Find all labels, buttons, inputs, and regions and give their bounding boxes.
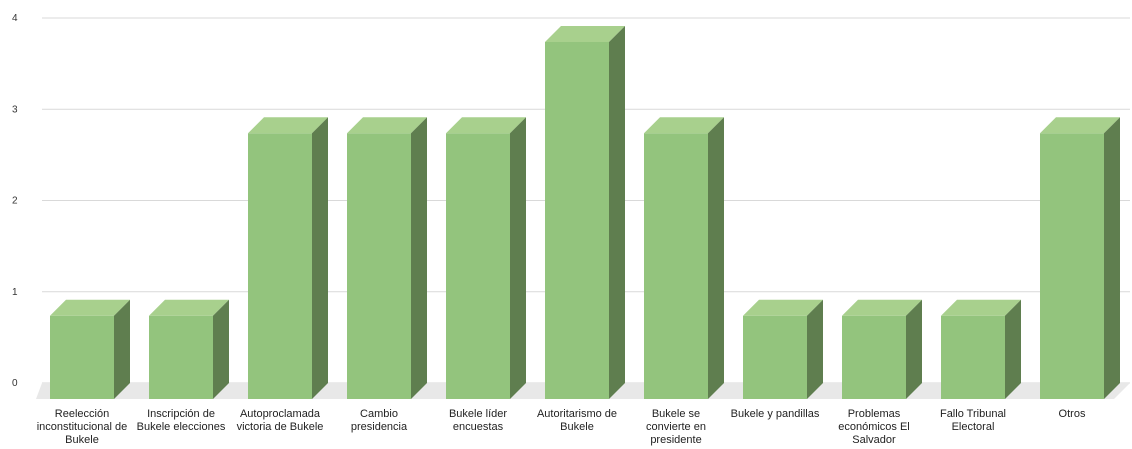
bar [50, 299, 130, 399]
bars [50, 26, 1120, 399]
bar-side [312, 117, 328, 399]
bar-side [708, 117, 724, 399]
bar-side [411, 117, 427, 399]
bar-front [446, 133, 510, 399]
bar-top [149, 299, 229, 316]
x-category-label: Inscripción de Bukele elecciones [136, 408, 226, 433]
bar [347, 117, 427, 399]
bar [1040, 117, 1120, 399]
bar [446, 117, 526, 399]
bar-side [1005, 299, 1021, 399]
bar-front [545, 42, 609, 399]
x-category-label: Autoritarismo de Bukele [536, 408, 618, 433]
bar-top [50, 299, 130, 316]
x-category-label: Problemas económicos El Salvador [838, 408, 910, 446]
bar [545, 26, 625, 399]
bar-top [446, 117, 526, 134]
bar-side [213, 299, 229, 399]
y-tick-label: 2 [12, 196, 18, 207]
y-tick-label: 3 [12, 104, 18, 115]
bar-front [941, 315, 1005, 399]
bar-top [743, 299, 823, 316]
x-category-label: Cambio presidencia [350, 408, 408, 433]
bar [743, 299, 823, 399]
bar-top [248, 117, 328, 134]
bar-front [347, 133, 411, 399]
x-category-label: Otros [1058, 408, 1086, 420]
x-category-label: Autoproclamada victoria de Bukele [236, 408, 324, 433]
bar-top [1040, 117, 1120, 134]
bar-side [1104, 117, 1120, 399]
bar-top [842, 299, 922, 316]
y-tick-label: 1 [12, 287, 18, 298]
bar-front [248, 133, 312, 399]
bar [644, 117, 724, 399]
bar-front [50, 315, 114, 399]
bar-side [807, 299, 823, 399]
bar-top [644, 117, 724, 134]
bar-top [347, 117, 427, 134]
bar [248, 117, 328, 399]
bar-front [743, 315, 807, 399]
bar-front [644, 133, 708, 399]
bar-side [906, 299, 922, 399]
x-category-label: Bukele y pandillas [730, 408, 820, 420]
bar-side [510, 117, 526, 399]
bar-top [941, 299, 1021, 316]
bar-front [1040, 133, 1104, 399]
y-tick-label: 0 [12, 378, 18, 389]
y-tick-label: 4 [12, 13, 18, 24]
bar-side [609, 26, 625, 399]
x-category-label: Fallo Tribunal Electoral [939, 408, 1007, 433]
bar-side [114, 299, 130, 399]
category-labels: Reelección inconstitucional de Bukele Ins… [36, 408, 1086, 446]
bar-top [545, 26, 625, 42]
x-category-label: Bukele líder encuestas [448, 408, 508, 433]
bar [941, 299, 1021, 399]
bar-front [149, 315, 213, 399]
bar [842, 299, 922, 399]
x-category-label: Bukele se convierte en presidente [646, 408, 706, 446]
y-axis-ticks: 0 1 2 3 4 [12, 13, 18, 389]
x-category-label: Reelección inconstitucional de Bukele [36, 408, 128, 446]
bar [149, 299, 229, 399]
bar-front [842, 315, 906, 399]
